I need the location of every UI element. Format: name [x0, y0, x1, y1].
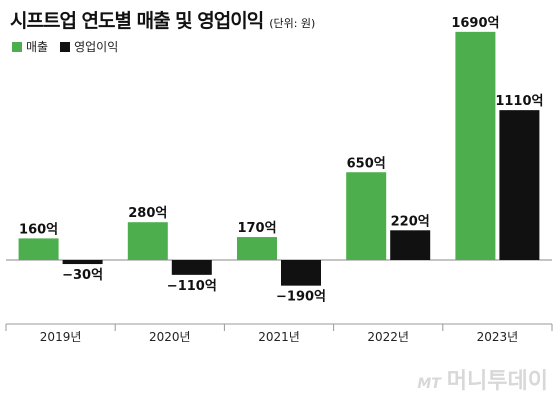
legend-item-operating-profit: 영업이익	[60, 38, 118, 55]
data-label: 280억	[128, 206, 167, 221]
x-tick-label: 2021년	[258, 330, 300, 344]
bar-revenue	[18, 238, 59, 260]
bar-operating-profit	[62, 260, 103, 265]
data-label: −190억	[276, 290, 326, 305]
bar-operating-profit	[281, 260, 321, 286]
bar-operating-profit	[499, 110, 540, 261]
bar-revenue	[237, 237, 277, 260]
legend-label-revenue: 매출	[26, 40, 49, 54]
x-tick-label: 2023년	[477, 330, 519, 344]
legend-swatch-operating-profit	[60, 41, 71, 52]
legend-item-revenue: 매출	[12, 38, 48, 55]
bar-revenue	[127, 222, 168, 260]
watermark: MT 머니투데이	[417, 363, 548, 395]
watermark-name: 머니투데이	[446, 369, 548, 394]
data-label: 160억	[19, 222, 58, 237]
watermark-logo: MT	[417, 376, 441, 392]
data-label: −110억	[167, 279, 217, 294]
bar-operating-profit	[390, 230, 431, 260]
data-label: 170억	[237, 221, 276, 236]
x-tick-label: 2022년	[367, 330, 409, 344]
legend-label-operating-profit: 영업이익	[74, 40, 119, 54]
data-label: −30억	[62, 268, 103, 283]
bar-revenue	[455, 31, 496, 260]
data-label: 1110억	[495, 94, 543, 109]
bar-revenue	[346, 172, 387, 260]
data-label: 220억	[391, 214, 430, 229]
bar-operating-profit	[171, 260, 212, 275]
unit-note: (단위: 원)	[269, 17, 316, 30]
legend-swatch-revenue	[12, 41, 22, 52]
x-tick-label: 2020년	[149, 330, 191, 344]
x-tick-label: 2019년	[40, 330, 82, 344]
chart-title: 시프트업 연도별 매출 및 영업이익 (단위: 원)	[10, 10, 316, 32]
legend: 매출 영업이익	[12, 38, 130, 55]
data-label: 1690억	[451, 16, 499, 31]
data-label: 650억	[347, 156, 386, 171]
